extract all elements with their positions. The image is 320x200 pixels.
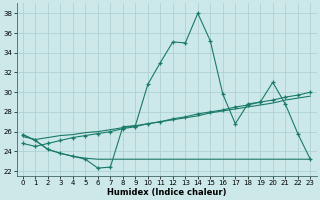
X-axis label: Humidex (Indice chaleur): Humidex (Indice chaleur) [107,188,226,197]
